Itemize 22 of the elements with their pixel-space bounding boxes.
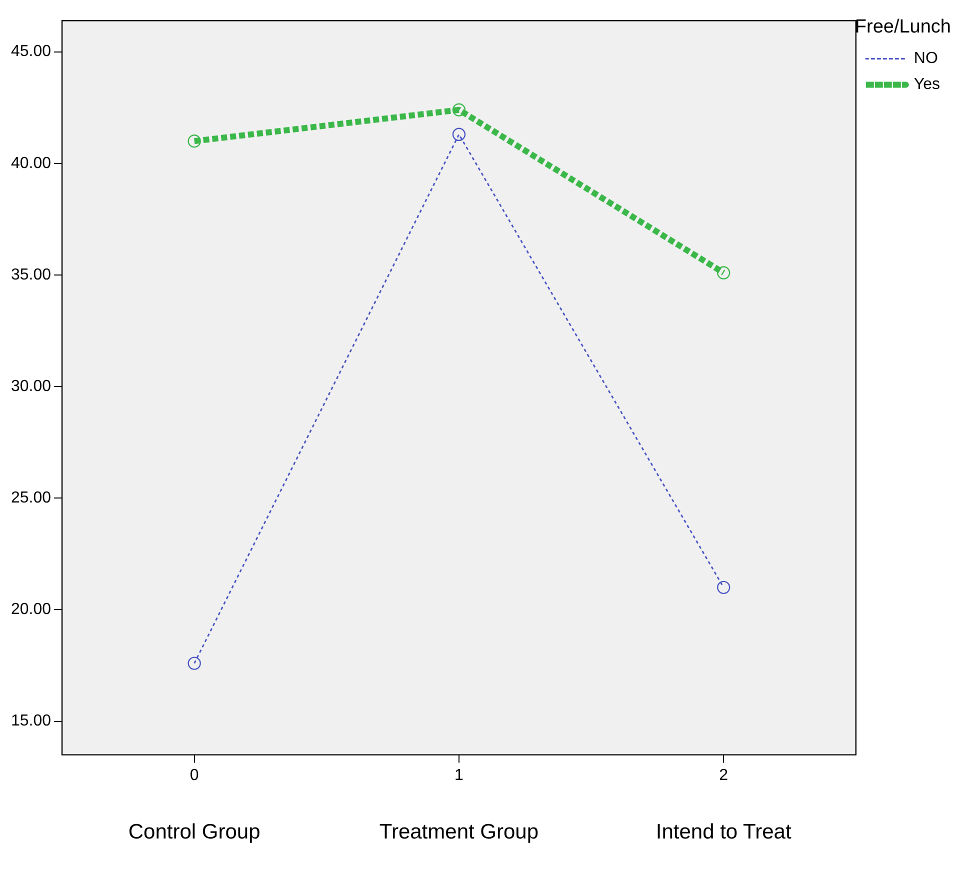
y-tick-label: 25.00 [10, 490, 52, 507]
x-tick-label: 0 [190, 766, 199, 784]
y-tick-label: 45.00 [10, 43, 52, 60]
point [188, 134, 201, 148]
legend-title: Free/Lunch [854, 16, 952, 38]
point [716, 580, 730, 594]
y-tick-label: 30.00 [10, 378, 52, 395]
point [452, 103, 466, 116]
point [452, 128, 466, 142]
point [716, 266, 730, 280]
text: Control Group [128, 820, 260, 844]
x-tick-label: 1 [454, 766, 464, 784]
text: Intend to Treat [656, 820, 792, 844]
legend-label: NO [914, 50, 938, 68]
point [188, 656, 201, 670]
x-tick-label: 2 [719, 766, 728, 784]
legend-label: Yes [914, 76, 940, 94]
y-tick-label: 20.00 [10, 601, 52, 618]
y-tick-label: 15.00 [10, 712, 52, 730]
y-tick-label: 40.00 [10, 154, 52, 172]
text: Treatment Group [379, 820, 539, 844]
y-tick-label: 35.00 [10, 266, 52, 284]
